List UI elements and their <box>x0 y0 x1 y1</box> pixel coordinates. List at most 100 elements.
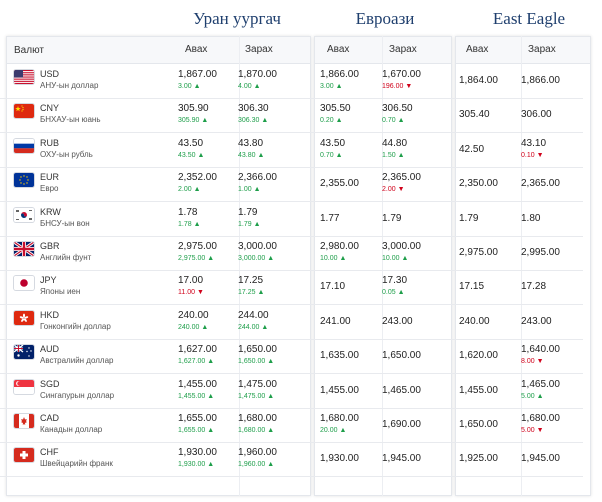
uran-sell-change: 3,000.00 ▲ <box>238 255 275 262</box>
euroasia-buy-change: 0.70 ▲ <box>320 152 343 159</box>
east-eagle-sell-rate: 306.00 <box>521 109 552 120</box>
table-row: USD АНУ-ын доллар 1,867.00 3.00 ▲ 1,870.… <box>0 64 583 99</box>
table-row: CAD Канадын доллар 1,655.00 1,655.00 ▲ 1… <box>0 408 583 443</box>
uran-buy-rate: 240.00 <box>178 310 209 321</box>
currency-name: БНСУ-ын вон <box>40 219 90 228</box>
uran-sell-rate: 306.30 <box>238 103 269 114</box>
table-row: CNY БНХАУ-ын юань 305.90 305.90 ▲ 306.30… <box>0 98 583 133</box>
column-divider <box>521 36 522 496</box>
currency-name: Английн фунт <box>40 253 92 262</box>
table-row: GBR Английн фунт 2,975.00 2,975.00 ▲ 3,0… <box>0 236 583 271</box>
east-eagle-sell-rate: 2,995.00 <box>521 247 560 258</box>
gb-flag-icon <box>14 242 34 256</box>
uran-sell-rate: 1,650.00 <box>238 344 277 355</box>
east-eagle-buy-rate: 1,864.00 <box>459 75 498 86</box>
uran-sell-rate: 2,366.00 <box>238 172 277 183</box>
currency-name: Японы иен <box>40 287 81 296</box>
uran-buy-rate: 1,655.00 <box>178 413 217 424</box>
uran-buy-rate: 1.78 <box>178 207 198 218</box>
uran-buy-change: 43.50 ▲ <box>178 152 205 159</box>
uran-buy-change: 1.78 ▲ <box>178 221 201 228</box>
east-eagle-buy-rate: 305.40 <box>459 109 490 120</box>
currency-name: Канадын доллар <box>40 425 103 434</box>
uran-buy-change: 11.00 ▼ <box>178 289 204 296</box>
east-eagle-buy-rate: 1,925.00 <box>459 453 498 464</box>
east-eagle-buy-rate: 2,975.00 <box>459 247 498 258</box>
euroasia-sell-rate: 3,000.00 <box>382 241 421 252</box>
uran-sell-change: 43.80 ▲ <box>238 152 265 159</box>
east-eagle-sell-change: 0.10 ▼ <box>521 152 544 159</box>
uran-buy-change: 240.00 ▲ <box>178 324 209 331</box>
east-eagle-sell-rate: 2,365.00 <box>521 178 560 189</box>
euroasia-sell-change: 2.00 ▼ <box>382 186 405 193</box>
east-eagle-buy-rate: 42.50 <box>459 144 485 155</box>
euroasia-buy-change: 10.00 ▲ <box>320 255 347 262</box>
uran-buy-change: 1,627.00 ▲ <box>178 358 215 365</box>
currency-name: Австралийн доллар <box>40 356 114 365</box>
currency-code: USD <box>40 69 60 79</box>
east-eagle-buy-rate: 1,455.00 <box>459 385 498 396</box>
euroasia-buy-rate: 1,680.00 <box>320 413 359 424</box>
bank-title-uran: Уран уургач <box>193 9 281 28</box>
east-eagle-sell-rate: 243.00 <box>521 316 552 327</box>
buy-header: Авах <box>185 44 208 55</box>
bank-title-euroasia: Евроази <box>355 9 415 28</box>
uran-sell-change: 1,960.00 ▲ <box>238 461 275 468</box>
currency-code: RUB <box>40 138 60 148</box>
uran-sell-rate: 244.00 <box>238 310 269 321</box>
euroasia-sell-rate: 1,945.00 <box>382 453 421 464</box>
east-eagle-sell-change: 5.00 ▲ <box>521 393 544 400</box>
currency-code: EUR <box>40 172 60 182</box>
cn-flag-icon <box>14 104 34 118</box>
currency-code: CAD <box>40 413 60 423</box>
euroasia-sell-rate: 44.80 <box>382 138 408 149</box>
uran-sell-change: 1,680.00 ▲ <box>238 427 275 434</box>
kr-flag-icon <box>14 208 34 222</box>
euroasia-sell-rate: 1,465.00 <box>382 385 421 396</box>
east-eagle-sell-rate: 1,866.00 <box>521 75 560 86</box>
east-eagle-buy-rate: 1.79 <box>459 213 479 224</box>
euroasia-sell-rate: 1,690.00 <box>382 419 421 430</box>
euroasia-buy-rate: 241.00 <box>320 316 351 327</box>
buy-header: Авах <box>327 44 350 55</box>
euroasia-buy-change: 3.00 ▲ <box>320 83 343 90</box>
table-row: KRW БНСУ-ын вон 1.78 1.78 ▲ 1.79 1.79 ▲ … <box>0 202 583 237</box>
table-row: RUB ОХУ-ын рубль 43.50 43.50 ▲ 43.80 43.… <box>0 133 583 168</box>
table-row: CHF Швейцарийн франк 1,930.00 1,930.00 ▲… <box>0 442 583 477</box>
column-divider <box>382 36 383 496</box>
east-eagle-buy-rate: 1,620.00 <box>459 350 498 361</box>
uran-buy-rate: 2,352.00 <box>178 172 217 183</box>
currency-code: AUD <box>40 344 60 354</box>
currency-code: HKD <box>40 310 60 320</box>
uran-sell-change: 1,650.00 ▲ <box>238 358 275 365</box>
euroasia-buy-rate: 1,866.00 <box>320 69 359 80</box>
uran-sell-rate: 17.25 <box>238 275 264 286</box>
east-eagle-sell-rate: 1,680.00 <box>521 413 560 424</box>
euroasia-sell-rate: 17.30 <box>382 275 408 286</box>
uran-buy-rate: 17.00 <box>178 275 204 286</box>
euroasia-sell-change: 0.05 ▲ <box>382 289 405 296</box>
uran-sell-rate: 1,870.00 <box>238 69 277 80</box>
euroasia-buy-rate: 1,930.00 <box>320 453 359 464</box>
euroasia-buy-rate: 2,355.00 <box>320 178 359 189</box>
east-eagle-sell-rate: 1.80 <box>521 213 541 224</box>
ru-flag-icon <box>14 139 34 153</box>
bank-panel-euroasia: Авах Зарах <box>314 36 452 496</box>
uran-sell-change: 17.25 ▲ <box>238 289 265 296</box>
uran-sell-change: 1.00 ▲ <box>238 186 261 193</box>
table-row: JPY Японы иен 17.00 11.00 ▼ 17.25 17.25 … <box>0 270 583 305</box>
uran-buy-change: 2,975.00 ▲ <box>178 255 215 262</box>
hk-flag-icon <box>14 311 34 325</box>
au-flag-icon <box>14 345 34 359</box>
euroasia-sell-rate: 243.00 <box>382 316 413 327</box>
east-eagle-sell-change: 8.00 ▼ <box>521 358 544 365</box>
table-row: EUR Евро 2,352.00 2.00 ▲ 2,366.00 1.00 ▲… <box>0 167 583 202</box>
uran-buy-rate: 2,975.00 <box>178 241 217 252</box>
uran-sell-change: 1,475.00 ▲ <box>238 393 275 400</box>
currency-code: JPY <box>40 275 57 285</box>
euroasia-buy-change: 20.00 ▲ <box>320 427 347 434</box>
euroasia-sell-change: 10.00 ▲ <box>382 255 409 262</box>
currency-name: Сингапурын доллар <box>40 391 115 400</box>
table-header: Авах Зарах <box>456 37 590 64</box>
currency-name: Евро <box>40 184 59 193</box>
